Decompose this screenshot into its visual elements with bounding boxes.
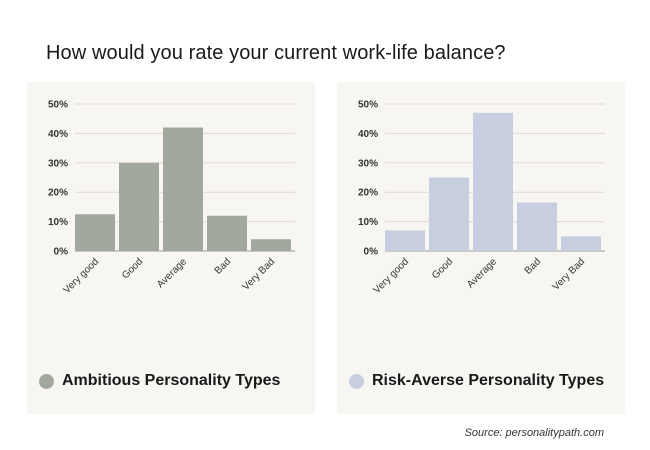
y-tick-label: 50% — [48, 100, 68, 111]
bar-average — [163, 127, 203, 251]
y-tick-label: 10% — [48, 217, 68, 228]
y-tick-label: 50% — [358, 100, 378, 111]
bar-very-good — [385, 230, 425, 251]
x-tick-label-very-bad: Very Bad — [241, 256, 277, 292]
bar-very-bad — [561, 236, 601, 251]
y-tick-label: 0% — [364, 247, 379, 258]
bar-average — [473, 112, 513, 251]
x-tick-label-good: Good — [120, 256, 145, 281]
bar-very-bad — [251, 239, 291, 251]
bar-chart-ambitious: 0% 10% 20% 30% 40% 50% Very good Good Average Bad… — [48, 100, 295, 296]
x-tick-label-average: Average — [155, 256, 189, 290]
x-tick-label-bad: Bad — [523, 256, 543, 276]
x-tick-label-bad: Bad — [213, 256, 233, 276]
y-tick-label: 20% — [48, 188, 68, 199]
source-note: Source: personalitypath.com — [464, 427, 604, 439]
y-tick-label: 10% — [358, 217, 378, 228]
bar-bad — [207, 215, 247, 251]
bar-very-good — [75, 214, 115, 251]
bar-bad — [517, 202, 557, 251]
y-tick-label: 20% — [358, 188, 378, 199]
bar-good — [119, 162, 159, 251]
y-tick-label: 40% — [48, 129, 68, 140]
legend-risk-averse: Risk-Averse Personality Types — [349, 372, 604, 390]
y-tick-label: 30% — [48, 158, 68, 169]
y-tick-label: 40% — [358, 129, 378, 140]
legend-swatch-risk-averse — [349, 373, 364, 389]
chart-panel-risk-averse: 0% 10% 20% 30% 40% 50% Very good Good Average Bad… — [337, 82, 625, 414]
x-tick-label-very-bad: Very Bad — [551, 256, 587, 292]
legend-swatch-ambitious — [39, 373, 54, 389]
bar-good — [429, 177, 469, 251]
legend-label-ambitious: Ambitious Personality Types — [62, 372, 281, 389]
legend-ambitious: Ambitious Personality Types — [39, 372, 280, 390]
y-tick-label: 30% — [358, 158, 378, 169]
page-title: How would you rate your current work-lif… — [46, 42, 506, 64]
x-tick-label-very-good: Very good — [371, 256, 411, 296]
bar-chart-risk-averse: 0% 10% 20% 30% 40% 50% Very good Good Average Bad… — [358, 100, 605, 296]
chart-panel-ambitious: 0% 10% 20% 30% 40% 50% Very good Good Average Bad… — [27, 82, 315, 414]
x-tick-label-good: Good — [430, 256, 455, 281]
y-tick-label: 0% — [54, 247, 69, 258]
legend-label-risk-averse: Risk-Averse Personality Types — [372, 372, 605, 389]
x-tick-label-average: Average — [465, 256, 499, 290]
x-tick-label-very-good: Very good — [61, 256, 101, 296]
